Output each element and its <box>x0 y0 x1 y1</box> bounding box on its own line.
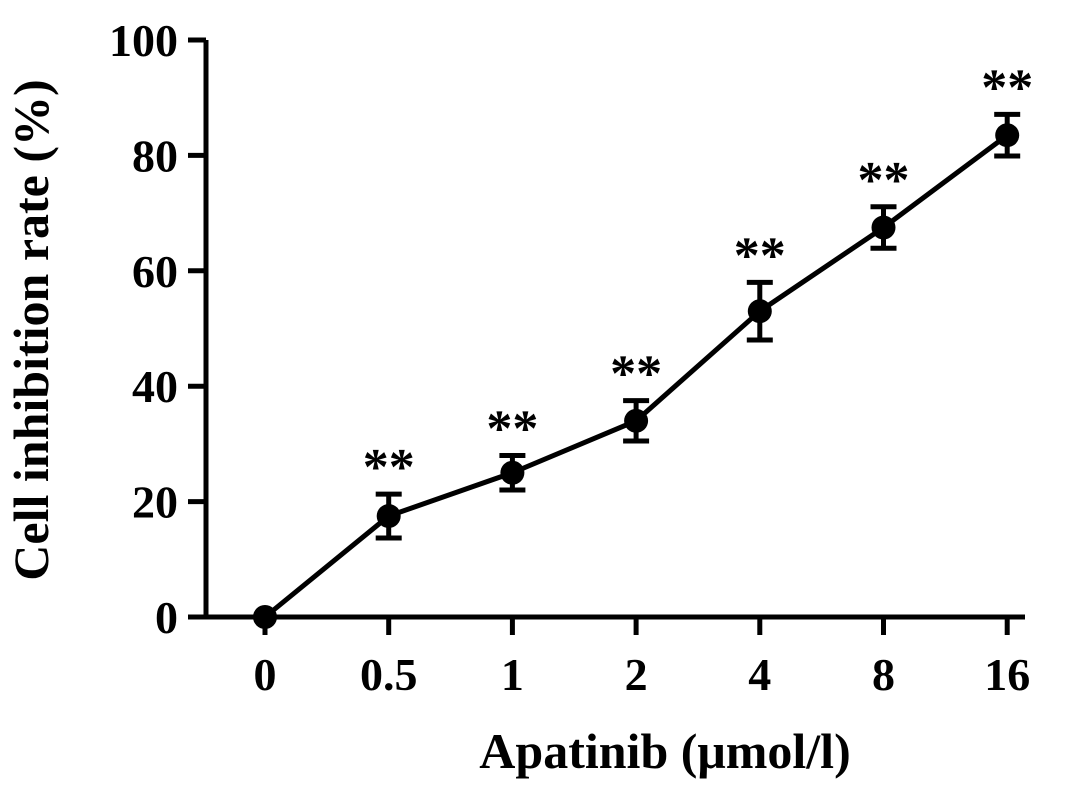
y-tick-label: 0 <box>155 592 178 643</box>
data-point <box>624 408 649 433</box>
x-tick-label: 4 <box>748 649 771 700</box>
data-point <box>871 215 896 240</box>
data-point <box>747 299 772 324</box>
data-point <box>376 504 401 529</box>
y-axis-label: Cell inhibition rate (%) <box>3 79 59 580</box>
y-tick-label: 60 <box>132 246 178 297</box>
significance-label: ** <box>610 346 662 403</box>
significance-label: ** <box>486 400 538 457</box>
y-tick-label: 100 <box>109 15 178 66</box>
data-point <box>500 460 525 485</box>
plot-area: 0 20 40 60 80 100 0 0.5 1 2 4 8 16 ** ** ** ** ** ** <box>109 15 1033 700</box>
significance-label: ** <box>363 439 415 496</box>
y-tick-label: 40 <box>132 361 178 412</box>
x-tick-label: 8 <box>872 649 895 700</box>
x-tick-label: 1 <box>501 649 524 700</box>
x-axis-label: Apatinib (μmol/l) <box>479 723 850 779</box>
significance-label: ** <box>981 59 1033 116</box>
y-tick-label: 80 <box>132 130 178 181</box>
significance-label: ** <box>734 227 786 284</box>
x-tick-label: 16 <box>984 649 1030 700</box>
x-tick-label: 0 <box>254 649 277 700</box>
significance-label: ** <box>858 152 910 209</box>
x-tick-label: 0.5 <box>360 649 418 700</box>
data-point <box>995 123 1020 148</box>
y-tick-label: 20 <box>132 477 178 528</box>
data-point <box>253 605 277 629</box>
x-tick-label: 2 <box>625 649 648 700</box>
